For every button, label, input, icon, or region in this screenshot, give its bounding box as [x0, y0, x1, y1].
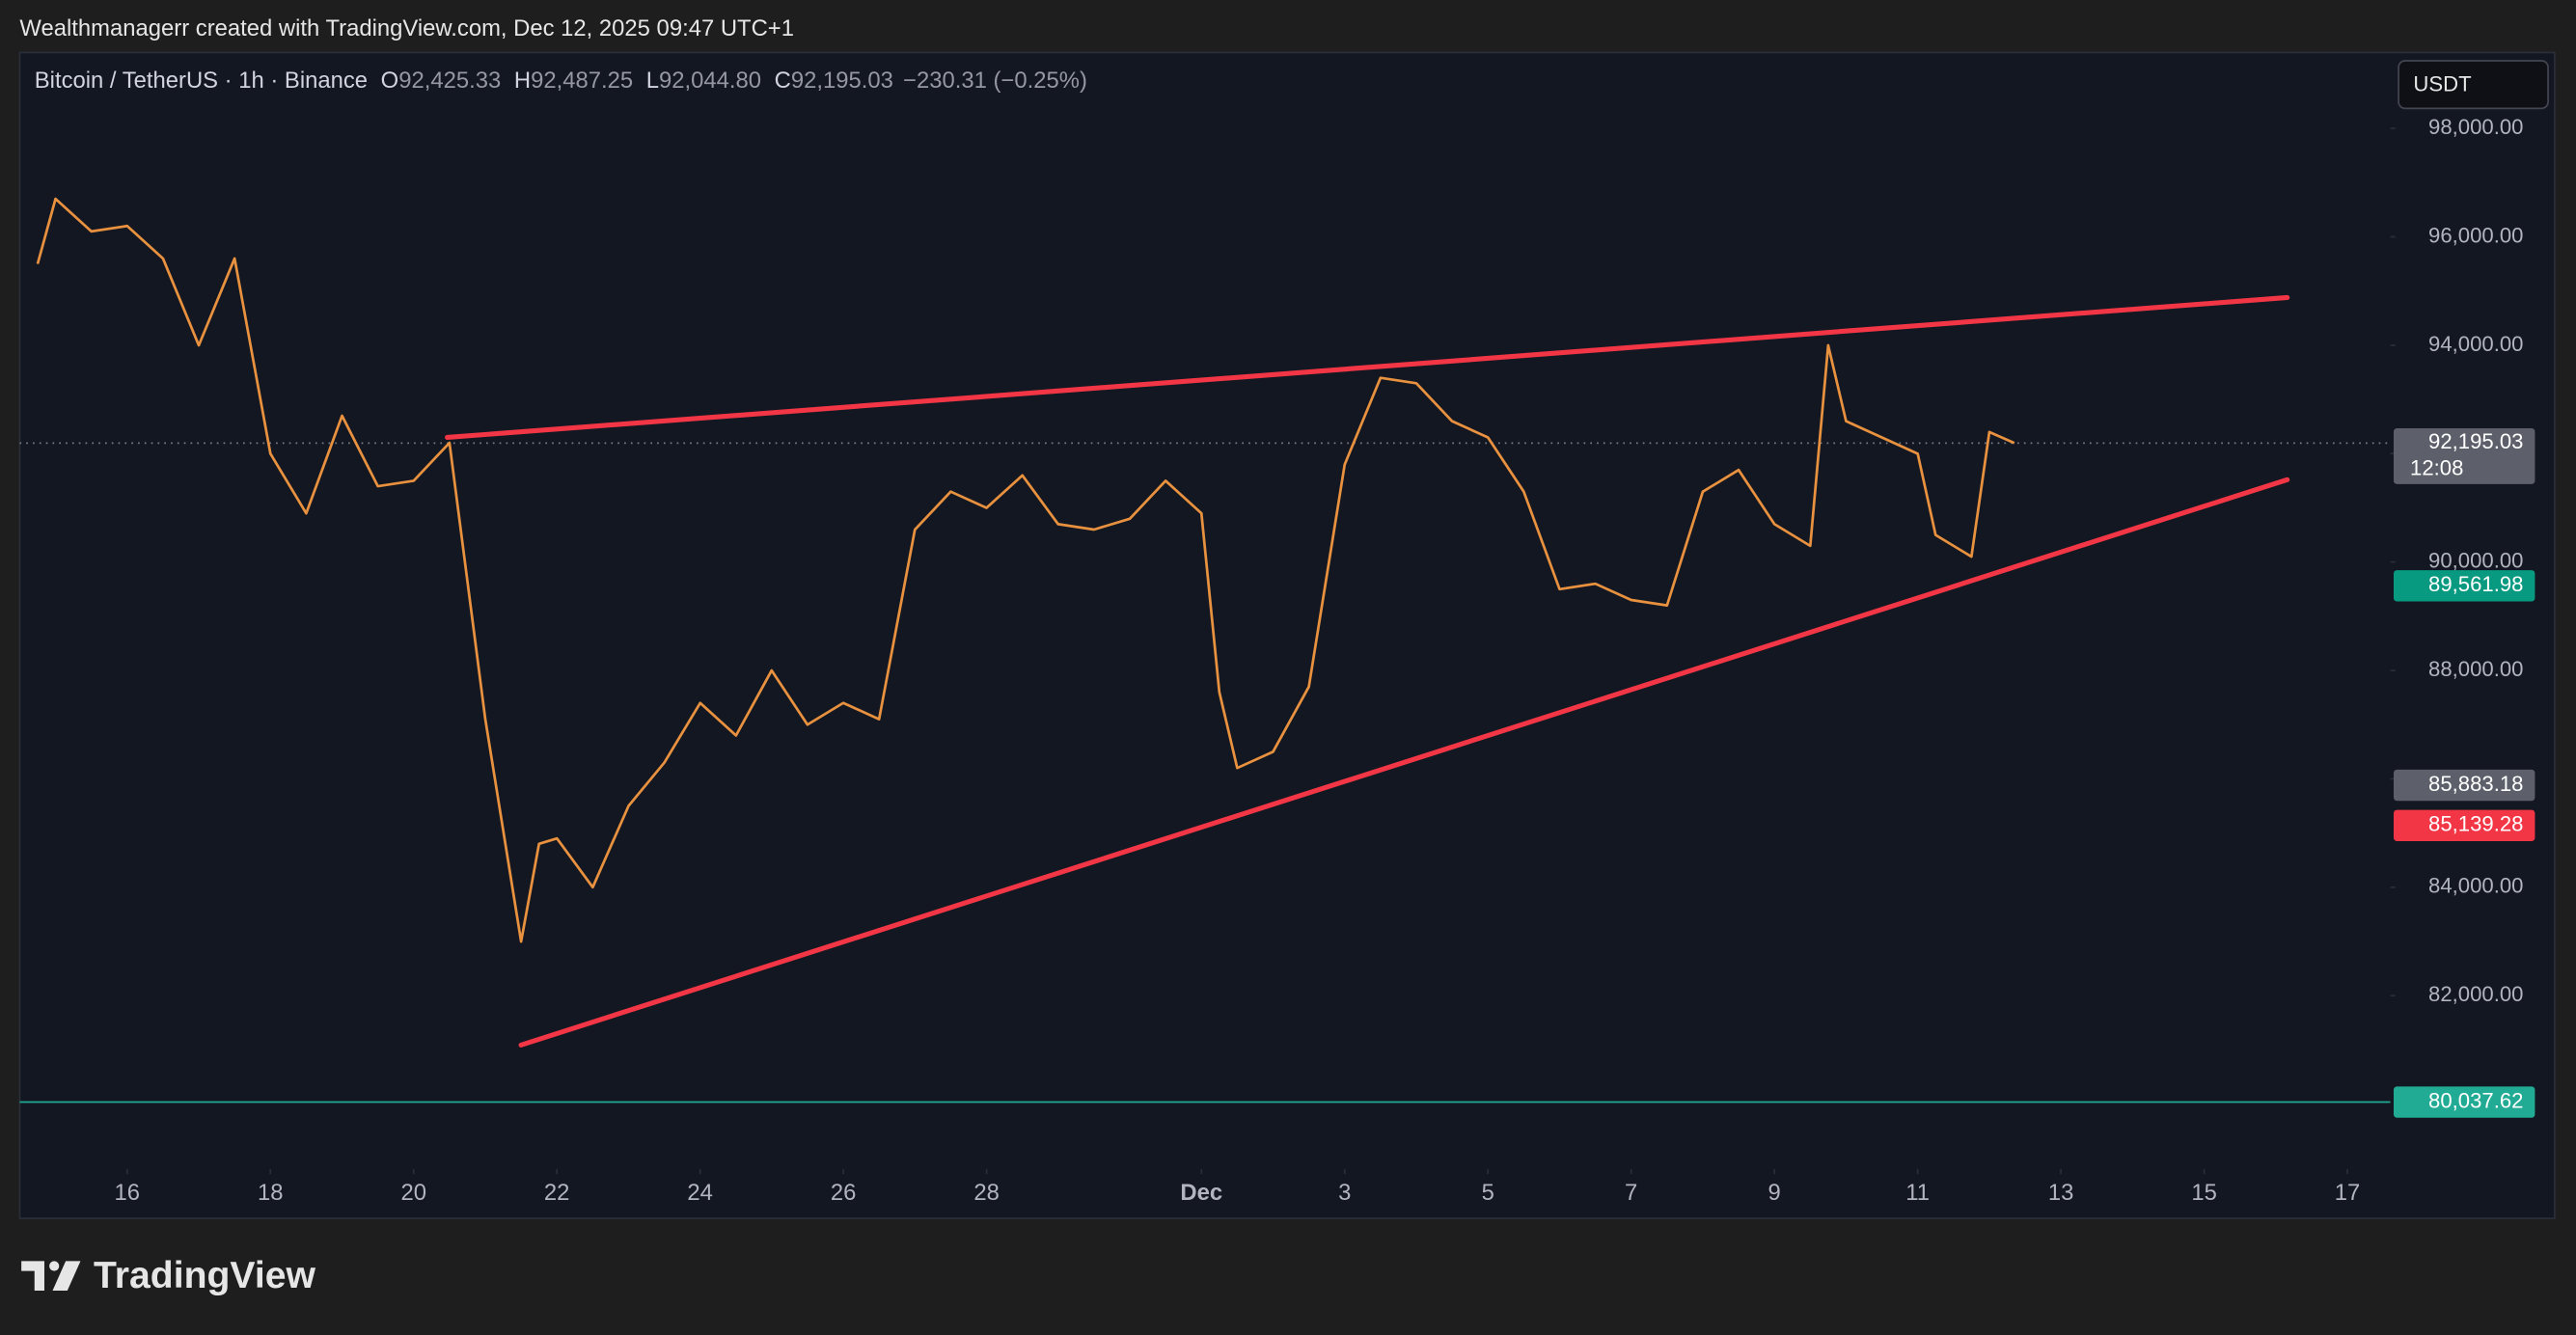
field-key: C: [775, 68, 791, 94]
field-value: 92,044.80: [659, 68, 761, 94]
x-tick-label: 22: [544, 1180, 570, 1206]
price-tag-countdown: 12:08: [2410, 455, 2463, 479]
x-tick-label: 26: [831, 1180, 857, 1206]
x-tick-label: 20: [400, 1180, 426, 1206]
legend: Bitcoin / TetherUS · 1h · Binance O92,425…: [35, 68, 1087, 94]
x-tick-label: 17: [2335, 1180, 2361, 1206]
x-tick-label: 5: [1482, 1180, 1494, 1206]
symbol: Bitcoin / TetherUS · 1h · Binance: [35, 68, 368, 94]
price-tag: [2393, 809, 2535, 842]
x-tick-label: 11: [1905, 1180, 1930, 1206]
chart-panel: [18, 51, 2556, 1219]
price-tag-label: 85,139.28: [2428, 812, 2523, 836]
logo-icon: [49, 1261, 60, 1271]
attribution: Wealthmanagerr created with TradingView.…: [19, 15, 794, 41]
x-tick-label: 7: [1625, 1180, 1637, 1206]
field-key: H: [514, 68, 531, 94]
x-tick-label: 9: [1768, 1180, 1781, 1206]
trendline: [445, 294, 2290, 441]
logo-icon: [21, 1261, 44, 1292]
tradingview-logo: TradingView: [21, 1255, 315, 1296]
y-tick-label: 90,000.00: [2428, 549, 2523, 573]
x-tick-label: 3: [1338, 1180, 1351, 1206]
currency-label: USDT: [2413, 71, 2471, 95]
price-tag-label: 92,195.03: [2428, 429, 2523, 453]
field-key: L: [646, 68, 659, 94]
y-tick-label: 88,000.00: [2428, 657, 2523, 681]
x-tick-label: 28: [973, 1180, 1000, 1206]
x-tick-label: 24: [687, 1180, 713, 1206]
y-tick-label: 98,000.00: [2428, 115, 2523, 139]
price-tag: [2393, 570, 2535, 602]
field-key: O: [381, 68, 399, 94]
price-tag: [2393, 1086, 2535, 1118]
trendline: [518, 477, 2290, 1048]
y-tick-label: 96,000.00: [2428, 223, 2523, 247]
price-tag: [2393, 769, 2535, 802]
logo-icon: [52, 1261, 81, 1292]
y-tick-label: 84,000.00: [2428, 874, 2523, 898]
y-tick-label: 94,000.00: [2428, 332, 2523, 356]
x-tick-label: 18: [258, 1180, 284, 1206]
x-tick-label: 13: [2048, 1180, 2074, 1206]
price-tag-label: 85,883.18: [2428, 772, 2523, 796]
x-tick-label: 15: [2191, 1180, 2217, 1206]
price-line-series: [36, 197, 2015, 943]
x-tick-label: 16: [115, 1180, 141, 1206]
price-tag: [2393, 428, 2535, 484]
currency-button[interactable]: [2398, 60, 2549, 110]
change: −230.31 (−0.25%): [903, 68, 1087, 94]
legend-text: Bitcoin / TetherUS · 1h · Binance O92,425…: [35, 68, 1087, 94]
price-tag-label: 80,037.62: [2428, 1088, 2523, 1112]
price-tag-label: 89,561.98: [2428, 572, 2523, 596]
y-tick-label: 82,000.00: [2428, 982, 2523, 1006]
logo-text: TradingView: [94, 1255, 315, 1296]
field-value: 92,487.25: [531, 68, 633, 94]
field-value: 92,195.03: [791, 68, 893, 94]
x-tick-label: Dec: [1180, 1180, 1222, 1206]
field-value: 92,425.33: [398, 68, 501, 94]
